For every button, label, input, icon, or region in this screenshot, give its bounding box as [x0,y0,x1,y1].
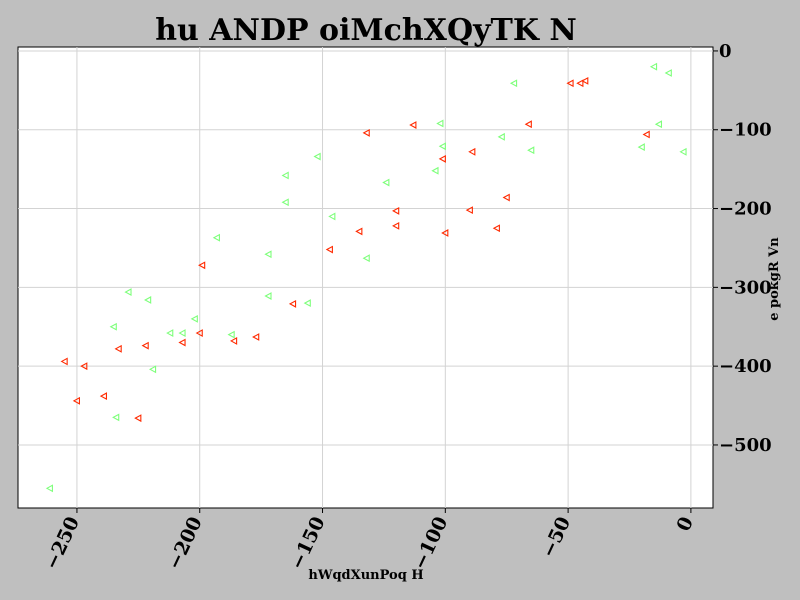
data-point [178,338,186,347]
data-point [566,79,574,88]
plot-area [17,46,714,509]
data-point [227,330,235,339]
data-point [148,365,157,374]
series-1 [60,76,650,423]
data-point [409,121,417,129]
data-point [195,329,203,337]
data-point [664,69,672,77]
data-point [264,292,272,300]
data-point [112,413,120,422]
data-point [649,62,658,71]
y-tick-label: −200 [719,199,772,220]
data-point [465,206,473,215]
data-point [60,357,68,366]
data-point [303,299,311,308]
data-point [134,414,142,423]
data-points [45,62,687,493]
data-point [362,128,370,137]
x-tick-label: −100 [409,513,452,573]
y-axis-label: e pokgR Vn [767,237,782,321]
data-point [382,178,390,187]
series-2 [45,62,687,493]
data-point [144,296,152,304]
data-point [141,341,149,350]
data-point [527,146,535,155]
data-point [438,142,446,151]
data-point [114,344,122,353]
data-point [524,120,532,129]
y-tick-label: −100 [719,120,772,141]
data-point [431,166,439,175]
data-point [642,130,650,139]
y-tick-label: −500 [719,435,772,456]
data-point [392,206,400,215]
data-point [502,193,510,202]
data-point [178,329,186,337]
data-point [509,79,518,88]
grid-lines [18,47,713,508]
data-point [328,212,336,221]
x-tick-label: −50 [537,513,575,561]
data-point [264,250,272,259]
data-point [468,147,476,156]
data-point [166,329,174,337]
data-point [198,261,206,270]
y-tick-label: −300 [719,277,772,298]
x-tick-label: −200 [163,513,206,573]
data-point [45,484,53,493]
data-point [124,288,132,297]
data-point [313,152,321,161]
data-point [679,147,687,156]
data-point [281,171,289,180]
x-axis-label: hWqdXunPoq H [308,568,423,583]
x-tick-label: −150 [286,513,329,573]
y-tick-label: 0 [719,41,732,62]
data-point [281,198,289,207]
data-point [654,120,663,129]
data-point [436,119,444,128]
data-point [80,362,88,371]
data-point [576,79,584,88]
data-point [438,154,446,163]
data-point [109,322,117,331]
data-point [190,314,198,323]
data-point [362,254,370,263]
data-point [229,337,238,345]
data-point [581,76,589,85]
data-point [72,396,80,405]
data-point [637,143,645,152]
data-point [497,132,505,141]
y-tick-label: −400 [719,356,772,377]
data-point [492,224,500,233]
chart-title: hu ANDP oiMchXQyTK N [155,13,577,48]
data-point [392,221,400,230]
data-point [99,392,108,401]
data-point [252,333,260,341]
data-point [288,299,297,308]
x-tick-label: −250 [41,513,84,573]
data-point [325,245,333,254]
data-point [355,227,363,236]
data-point [441,229,449,237]
data-point [212,233,220,242]
x-tick-label: 0 [672,513,698,534]
